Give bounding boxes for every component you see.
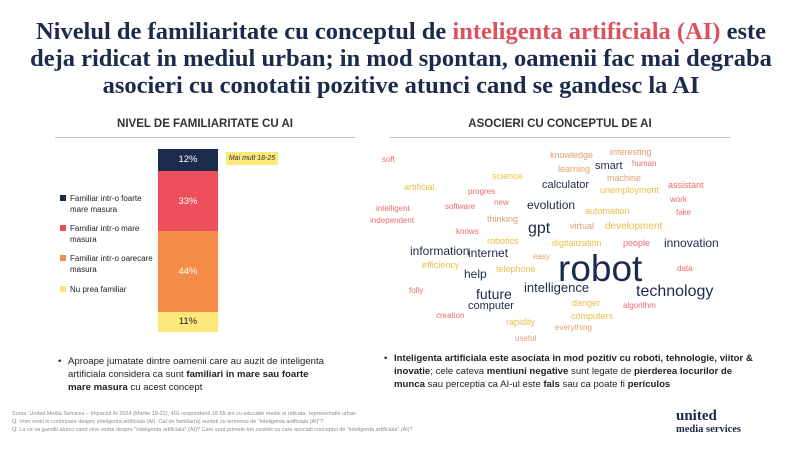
logo-line-1: united (676, 408, 717, 424)
legend-label: Familiar intr-o foarte mare masura (70, 194, 142, 214)
word-cloud-term: data (677, 264, 693, 273)
word-cloud-term: gpt (528, 220, 551, 237)
association-insight-bullet: Inteligenta artificiala este asociata in… (384, 352, 754, 391)
title-part2: este deja ridicat in mediul urban; in mo… (30, 18, 772, 99)
word-cloud-term: robot (558, 248, 643, 289)
word-cloud-term: computers (571, 311, 614, 321)
word-cloud-term: intelligence (524, 280, 590, 295)
bullet-right-text-2: sunt legate de (568, 366, 634, 377)
question-line: Q: La ce va ganditi atunci cand vine vor… (12, 427, 413, 433)
bullet-right-text-1: ; cele cateva (430, 366, 487, 377)
bullet-right-bold-2: mentiuni negative (486, 366, 569, 377)
word-cloud-term: easy (533, 252, 550, 261)
bar-segment: 33% (158, 170, 218, 232)
bullet-right-bold-3: pierderea locurilor de munca (394, 366, 733, 390)
word-cloud-term: science (492, 171, 523, 181)
word-cloud-term: machine (607, 173, 642, 183)
legend-item: Familiar intr-o foarte mare masura (60, 193, 160, 215)
word-cloud-term: knowledge (550, 150, 594, 160)
word-cloud-term: calculator (542, 179, 590, 191)
word-cloud-term: progres (468, 187, 496, 196)
word-cloud-term: future (476, 286, 512, 302)
word-cloud-term: assistant (668, 180, 704, 190)
bar-segment: 44% (158, 231, 218, 312)
legend-item: Familiar intr-o mare masura (60, 223, 160, 245)
word-cloud-term: automation (585, 206, 630, 216)
word-cloud-term: new (494, 198, 509, 207)
bullet-left-bold-1: familiari in mare sau foarte mare masura (68, 369, 309, 393)
bullet-right-text-4: sau ca poate fi (559, 379, 628, 390)
legend-swatch (60, 195, 66, 201)
word-cloud-term: development (605, 221, 663, 232)
word-cloud-term: human (632, 159, 657, 168)
word-cloud-term: information (410, 244, 470, 258)
word-cloud-term: robotics (487, 236, 519, 246)
word-cloud-term: everything (555, 323, 592, 332)
word-cloud-term: people (623, 238, 651, 248)
bullet-right-bold-4: fals (543, 379, 560, 390)
bar-value-label: 33% (178, 195, 198, 207)
legend-label: Nu prea familiar (70, 285, 127, 294)
word-cloud-term: rapidity (506, 317, 536, 327)
word-cloud-term: creation (436, 311, 465, 320)
title-part1: Nivelul de familiaritate cu conceptul de (35, 18, 453, 45)
word-cloud-term: thinking (487, 214, 519, 224)
mai-mult-badge: Mai mult 18-25 (226, 152, 278, 165)
word-cloud-term: efficiency (422, 260, 460, 270)
word-cloud-term: useful (515, 334, 537, 343)
word-cloud-term: software (445, 202, 476, 211)
word-cloud-term: digitalization (552, 238, 602, 248)
word-cloud-term: computer (468, 300, 514, 312)
legend-swatch (60, 255, 66, 261)
word-cloud-term: intelligent (376, 204, 410, 213)
word-cloud-term: learning (558, 164, 591, 174)
word-cloud-term: virtual (570, 221, 595, 231)
word-cloud-term: technology (636, 283, 714, 300)
word-cloud-term: internet (468, 246, 509, 260)
united-media-services-logo: united media services (676, 409, 776, 436)
bar-segment: 11% (158, 311, 218, 332)
word-cloud-term: smart (595, 160, 623, 172)
title-highlight: inteligenta artificiala (AI) (452, 18, 721, 45)
bullet-right-bold-5: periculos (627, 379, 671, 390)
page-title: Nivelul de familiaritate cu conceptul de… (16, 18, 786, 99)
bar-value-label: 12% (178, 154, 198, 166)
word-cloud-term: knows (456, 227, 479, 236)
source-notes: Sursa: United Media Services – Impactul … (12, 410, 572, 434)
familiarity-heading: NIVEL DE FAMILIARITATE CU AI (55, 118, 355, 138)
word-cloud-term: work (670, 195, 687, 204)
word-cloud-term: innovation (664, 236, 719, 250)
source-line: Sursa: United Media Services – Impactul … (12, 411, 356, 417)
bullet-left-text-2: cu acest concept (127, 382, 203, 393)
legend-label: Familiar intr-o oarecare masura (70, 254, 153, 274)
word-cloud-term: artificial (404, 182, 435, 192)
legend-swatch (60, 225, 66, 231)
familiarity-insight-bullet: Aproape jumatate dintre oamenii care au … (58, 355, 328, 394)
word-cloud-term: interesting (610, 147, 652, 157)
word-cloud-term: fake (676, 208, 692, 217)
legend-item: Nu prea familiar (60, 284, 160, 295)
word-cloud-term: danger (572, 298, 601, 308)
bullet-right-bold-1: Inteligenta artificiala este asociata in… (394, 353, 753, 377)
legend-label: Familiar intr-o mare masura (70, 224, 140, 244)
bar-value-label: 44% (178, 266, 198, 278)
word-cloud-term: evolution (527, 198, 576, 212)
word-cloud-term: folly (409, 286, 424, 295)
logo-line-2: media services (676, 424, 742, 435)
word-cloud-term: telephone (496, 264, 536, 274)
word-cloud-term: help (464, 267, 487, 281)
bar-value-label: 11% (178, 316, 198, 328)
associations-heading: ASOCIERI CU CONCEPTUL DE AI (390, 118, 730, 138)
legend-item: Familiar intr-o oarecare masura (60, 253, 160, 275)
word-cloud-term: algorithm (623, 301, 656, 310)
bullet-right-text-3: sau perceptia ca AI-ul este (424, 379, 544, 390)
word-cloud-term: unemployment (600, 185, 660, 195)
bar-segment: 12% (158, 149, 218, 171)
word-cloud-term: soft (382, 155, 395, 164)
question-line: Q: Vom vorbi in continuare despre inteli… (12, 419, 324, 425)
word-cloud-term: independent (370, 216, 415, 225)
bullet-left-text-1: Aproape jumatate dintre oamenii care au … (68, 356, 324, 380)
legend-swatch (60, 286, 66, 292)
